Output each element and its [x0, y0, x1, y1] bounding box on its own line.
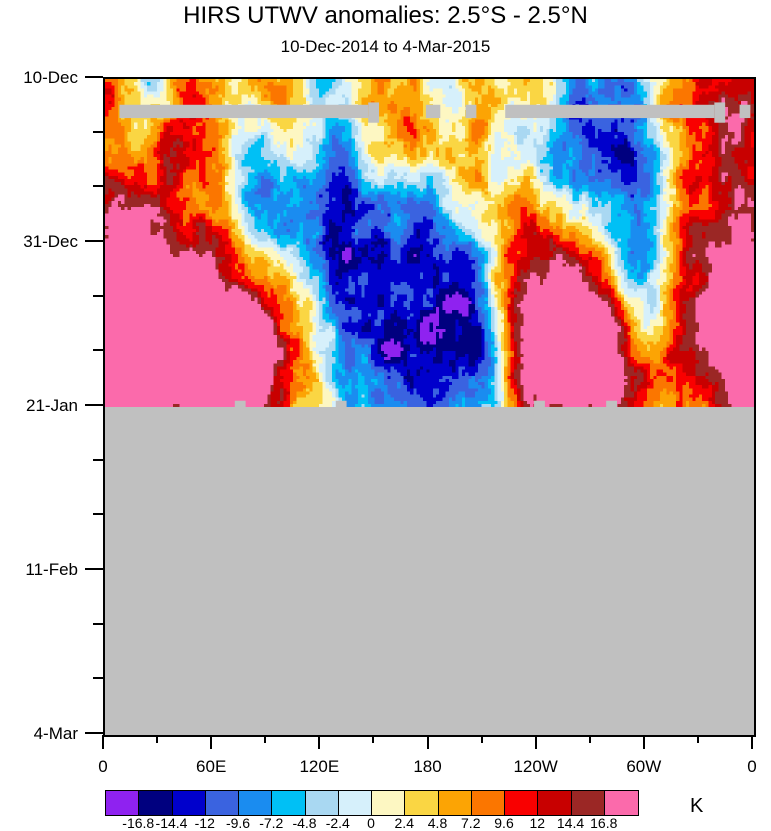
colorbar-unit-label: K [690, 795, 703, 818]
x-tick-major [535, 735, 537, 749]
y-tick-major [85, 240, 103, 242]
colorbar-tick-label: 7.2 [461, 815, 480, 831]
colorbar-swatch [239, 791, 272, 815]
y-axis-label: 10-Dec [0, 68, 78, 88]
colorbar-swatch [505, 791, 538, 815]
colorbar-tick-label: 4.8 [428, 815, 447, 831]
colorbar-swatch [272, 791, 305, 815]
colorbar-swatch [206, 791, 239, 815]
y-tick-major [85, 732, 103, 734]
y-axis-label: 11-Feb [0, 560, 78, 580]
colorbar-swatch [106, 791, 139, 815]
colorbar-swatch [139, 791, 172, 815]
y-tick-minor [93, 459, 103, 461]
colorbar-tick-label: -2.4 [326, 815, 350, 831]
x-axis-label: 120W [513, 757, 557, 777]
colorbar-tick-label: 12 [529, 815, 545, 831]
colorbar-swatch [538, 791, 571, 815]
colorbar-tick-label: 2.4 [395, 815, 414, 831]
x-axis-label: 60E [196, 757, 226, 777]
anomaly-field [105, 79, 754, 735]
x-axis-label: 0 [98, 757, 107, 777]
colorbar-tick-label: 16.8 [590, 815, 617, 831]
colorbar-swatch [306, 791, 339, 815]
colorbar-tick-label: -16.8 [122, 815, 154, 831]
y-axis-label: 4-Mar [0, 724, 78, 744]
colorbar-tick-label: -14.4 [156, 815, 188, 831]
colorbar-swatch [173, 791, 206, 815]
colorbar-swatch [372, 791, 405, 815]
x-axis-label: 120E [299, 757, 339, 777]
colorbar-swatch [339, 791, 372, 815]
colorbar-tick-label: -4.8 [292, 815, 316, 831]
x-tick-major [643, 735, 645, 749]
y-tick-minor [93, 185, 103, 187]
y-tick-major [85, 404, 103, 406]
x-tick-major [210, 735, 212, 749]
x-tick-major [102, 735, 104, 749]
y-axis-label: 31-Dec [0, 232, 78, 252]
y-axis-label: 21-Jan [0, 396, 78, 416]
x-tick-major [427, 735, 429, 749]
y-tick-minor [93, 131, 103, 133]
colorbar-swatch [472, 791, 505, 815]
colorbar [105, 790, 639, 816]
y-tick-minor [93, 295, 103, 297]
page-title: HIRS UTWV anomalies: 2.5°S - 2.5°N [0, 2, 771, 30]
colorbar-tick-label: -9.6 [226, 815, 250, 831]
x-tick-major [751, 735, 753, 749]
colorbar-swatch [572, 791, 605, 815]
colorbar-swatch [439, 791, 472, 815]
colorbar-tick-label: -12 [195, 815, 215, 831]
plot-area [103, 77, 756, 737]
x-tick-major [318, 735, 320, 749]
y-tick-minor [93, 349, 103, 351]
colorbar-tick-label: 0 [367, 815, 375, 831]
colorbar-tick-label: -7.2 [259, 815, 283, 831]
x-axis-label: 0 [747, 757, 756, 777]
y-tick-major [85, 568, 103, 570]
y-tick-minor [93, 513, 103, 515]
y-tick-major [85, 76, 103, 78]
y-tick-minor [93, 677, 103, 679]
colorbar-tick-label: 9.6 [494, 815, 513, 831]
colorbar-tick-label: 14.4 [557, 815, 584, 831]
x-axis-label: 180 [413, 757, 441, 777]
colorbar-swatch [405, 791, 438, 815]
y-tick-minor [93, 623, 103, 625]
x-axis-label: 60W [626, 757, 661, 777]
colorbar-swatch [605, 791, 638, 815]
page-subtitle: 10-Dec-2014 to 4-Mar-2015 [0, 37, 771, 57]
